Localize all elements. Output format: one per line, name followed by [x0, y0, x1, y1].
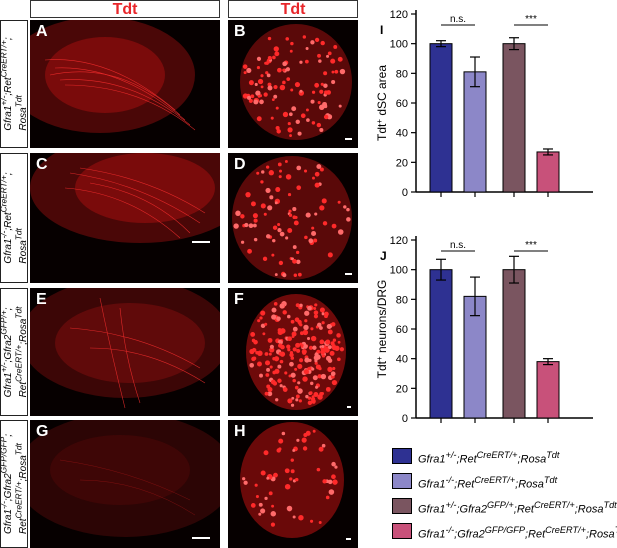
- y-tick-label: 100: [390, 39, 408, 51]
- legend-label: Gfra1+/-;Gfra2GFP/+;RetCreERT/+;RosaTdt: [418, 500, 617, 516]
- spinal-cord-texture: [30, 20, 196, 133]
- legend-label: Gfra1-/-;RetCreERT/+;RosaTdt: [418, 475, 558, 491]
- bar-chart-tdt-dsc-area: I 0 20 40 60 80 100 120 Tdt+ dSC area n.s. ***: [375, 9, 593, 199]
- significance-label: ***: [525, 14, 537, 25]
- significance-label: n.s.: [450, 14, 466, 25]
- micrograph-drg: F: [228, 288, 358, 416]
- y-tick-label: 60: [396, 324, 408, 336]
- significance-label: ***: [525, 240, 537, 251]
- drg-cells: [246, 294, 346, 410]
- row-genotype-label: Gfra1+/-;Gfra2GFP/+; RetCreERT/+;RosaTdt: [0, 288, 28, 416]
- y-tick-label: 20: [396, 157, 408, 169]
- row-genotype-label: Gfra1-/-;Gfra2GFP/GFP; RetCreERT/+;RosaTd…: [0, 420, 28, 548]
- bar-chart-tdt-neurons-drg: J 0 20 40 60 80 100 120 Tdt+ neurons/DRG n.s. ***: [375, 235, 593, 425]
- legend-label: Gfra1-/-;Gfra2GFP/GFP;RetCreERT/+;RosaTd…: [418, 525, 617, 541]
- significance-label: n.s.: [450, 240, 466, 251]
- scale-bar: [345, 273, 352, 275]
- row-genotype-text: Gfra1+/-;RetCreERT/+; RosaTdt: [0, 37, 28, 131]
- y-tick-label: 60: [396, 98, 408, 110]
- spinal-cord-texture: [30, 288, 220, 409]
- legend-swatch: [392, 473, 412, 489]
- column-header-right: Tdt: [228, 0, 358, 18]
- bar: [429, 43, 453, 193]
- spinal-cord-texture: [30, 153, 220, 243]
- y-tick-label: 120: [390, 9, 408, 21]
- y-tick-label: 0: [402, 413, 408, 425]
- chart-panel-letter: I: [380, 23, 383, 37]
- spinal-cord-texture: [30, 420, 220, 537]
- drg-cells: [240, 24, 352, 140]
- y-tick-label: 20: [396, 383, 408, 395]
- micrograph-spinal-cord: E: [30, 288, 220, 416]
- panel-letter: A: [36, 23, 48, 40]
- scale-bar: [192, 537, 210, 539]
- micrograph-spinal-cord: G: [30, 420, 220, 548]
- legend-item: Gfra1-/-;Gfra2GFP/GFP;RetCreERT/+;RosaTd…: [392, 521, 617, 543]
- panel-letter: D: [234, 156, 246, 173]
- bar: [429, 269, 453, 419]
- bar: [502, 43, 526, 193]
- y-tick-label: 80: [396, 294, 408, 306]
- row-genotype-text: Gfra1+/-;Gfra2GFP/+; RetCreERT/+;RosaTdt: [0, 306, 28, 398]
- bar: [536, 151, 560, 193]
- legend-swatch: [392, 448, 412, 464]
- row-genotype-text: Gfra1-/-;Gfra2GFP/GFP; RetCreERT/+;RosaTd…: [0, 433, 28, 535]
- y-axis-label: Tdt+ neurons/DRG: [375, 280, 390, 379]
- panel-letter: E: [36, 291, 47, 308]
- row-genotype-text: Gfra1-/-;RetCreERT/+; RosaTdt: [0, 172, 28, 264]
- panel-letter: G: [36, 423, 49, 440]
- bar: [463, 71, 487, 193]
- bar: [536, 361, 560, 419]
- legend-label: Gfra1+/-;RetCreERT/+;RosaTdt: [418, 450, 560, 466]
- panel-letter: C: [36, 156, 48, 173]
- panel-letter: F: [234, 291, 244, 308]
- legend-item: Gfra1+/-;Gfra2GFP/+;RetCreERT/+;RosaTdt: [392, 496, 617, 518]
- scale-bar: [347, 406, 351, 408]
- micrograph-drg: B: [228, 20, 358, 148]
- scale-bar: [345, 138, 352, 140]
- y-axis-label: Tdt+ dSC area: [375, 65, 390, 141]
- row-genotype-label: Gfra1-/-;RetCreERT/+; RosaTdt: [0, 153, 28, 283]
- column-header-left: Tdt: [30, 0, 220, 18]
- y-tick-label: 80: [396, 68, 408, 80]
- y-tick-label: 120: [390, 235, 408, 247]
- micrograph-spinal-cord: A: [30, 20, 220, 148]
- legend-item: Gfra1+/-;RetCreERT/+;RosaTdt: [392, 446, 617, 468]
- micrograph-spinal-cord: C: [30, 153, 220, 283]
- legend-item: Gfra1-/-;RetCreERT/+;RosaTdt: [392, 471, 617, 493]
- panel-letter: B: [234, 23, 246, 40]
- y-tick-label: 100: [390, 265, 408, 277]
- drg-cells: [232, 156, 352, 280]
- legend-swatch: [392, 523, 412, 539]
- bar: [502, 269, 526, 419]
- drg-cells: [240, 422, 344, 538]
- micrograph-drg: H: [228, 420, 358, 548]
- scale-bar: [192, 241, 210, 243]
- scale-bar: [346, 538, 351, 540]
- y-tick-label: 40: [396, 128, 408, 140]
- micrograph-drg: D: [228, 153, 358, 283]
- chart-panel-letter: J: [380, 249, 387, 263]
- panel-letter: H: [234, 423, 246, 440]
- legend-swatch: [392, 498, 412, 514]
- y-tick-label: 40: [396, 354, 408, 366]
- row-genotype-label: Gfra1+/-;RetCreERT/+; RosaTdt: [0, 20, 28, 148]
- y-tick-label: 0: [402, 187, 408, 199]
